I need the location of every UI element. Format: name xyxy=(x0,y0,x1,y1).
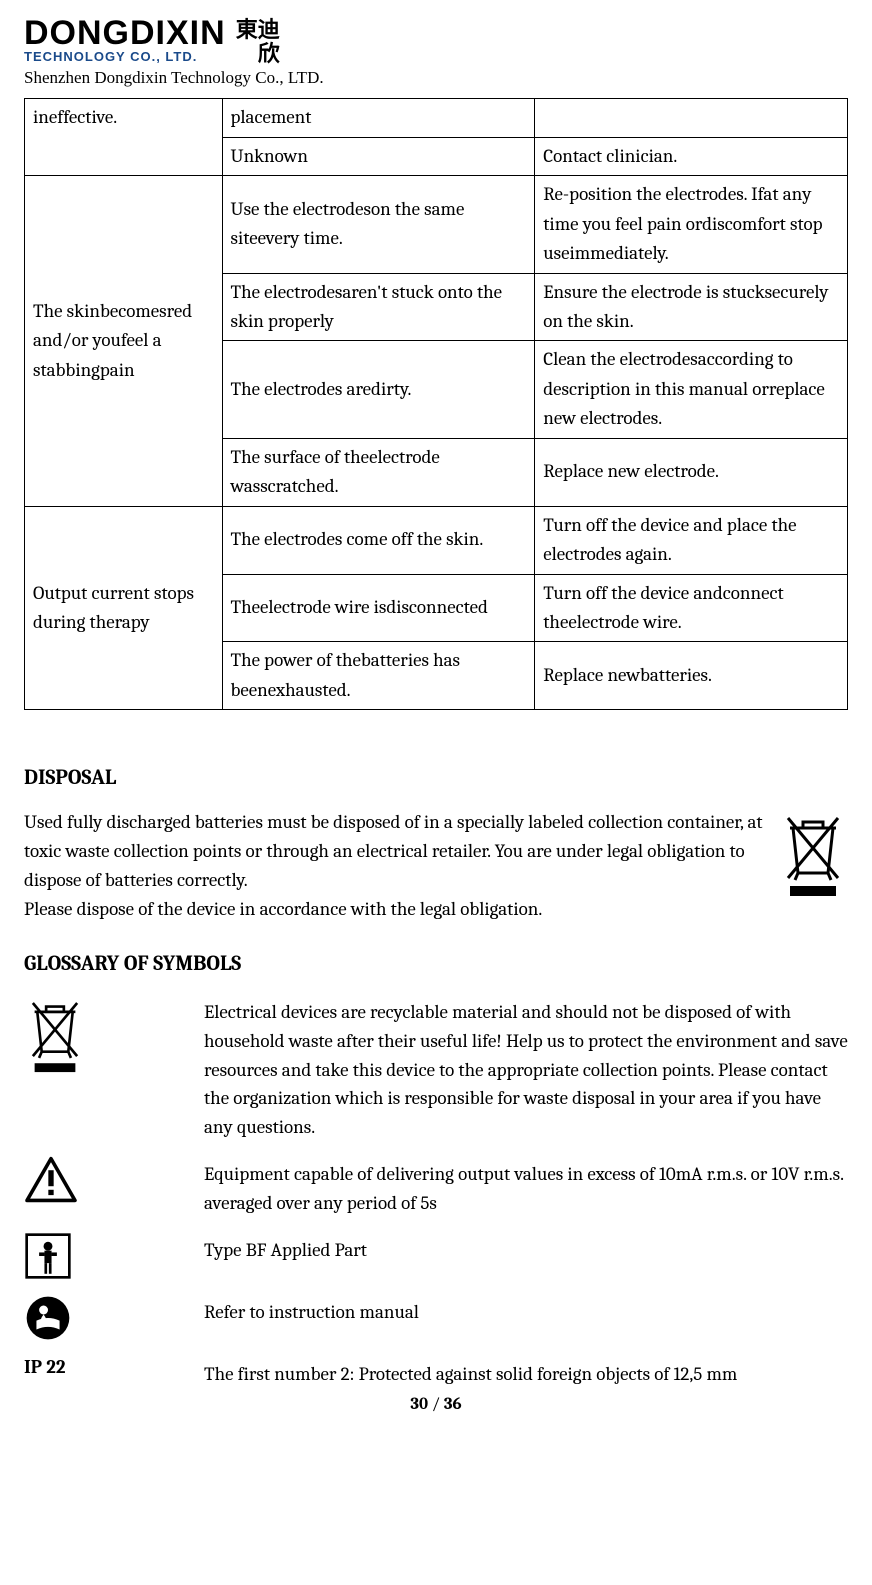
page-current: 30 xyxy=(410,1395,428,1414)
table-cell: The skinbecomesred and/or youfeel a stab… xyxy=(25,176,223,506)
glossary-text: Refer to instruction manual xyxy=(204,1294,848,1327)
logo-text: DONGDIXIN TECHNOLOGY CO., LTD. xyxy=(24,18,226,64)
weee-bin-icon xyxy=(24,994,184,1074)
glossary-item: IP 22 The first number 2: Protected agai… xyxy=(24,1356,848,1389)
table-cell: The electrodes aredirty. xyxy=(222,341,535,438)
table-cell: Replace newbatteries. xyxy=(535,642,848,710)
table-cell: Unknown xyxy=(222,137,535,175)
table-cell: Use the electrodeson the same siteevery … xyxy=(222,176,535,273)
logo-cn-chars: 東迪 欣 xyxy=(236,18,280,66)
glossary-text: Electrical devices are recyclable materi… xyxy=(204,994,848,1142)
company-name: Shenzhen Dongdixin Technology Co., LTD. xyxy=(24,68,848,88)
weee-bin-icon xyxy=(778,808,848,898)
refer-manual-icon xyxy=(24,1294,184,1342)
logo-main: DONGDIXIN xyxy=(24,18,226,49)
table-cell: Theelectrode wire isdisconnected xyxy=(222,574,535,642)
glossary-text: Type BF Applied Part xyxy=(204,1232,848,1265)
table-cell xyxy=(535,99,848,137)
table-cell: The surface of theelectrode wasscratched… xyxy=(222,438,535,506)
table-cell: Re-position the electrodes. Ifat any tim… xyxy=(535,176,848,273)
table-cell: ineffective. xyxy=(25,99,223,176)
table-row: The skinbecomesred and/or youfeel a stab… xyxy=(25,176,848,273)
page-sep: / xyxy=(428,1395,444,1414)
ip-rating-label: IP 22 xyxy=(24,1356,184,1378)
table-cell: The electrodesaren't stuck onto the skin… xyxy=(222,273,535,341)
page-footer: 30 / 36 xyxy=(24,1395,848,1422)
logo-sub: TECHNOLOGY CO., LTD. xyxy=(24,49,226,64)
glossary-item: Equipment capable of delivering output v… xyxy=(24,1156,848,1218)
disposal-block: Used fully discharged batteries must be … xyxy=(24,808,848,924)
logo-block: DONGDIXIN TECHNOLOGY CO., LTD. 東迪 欣 xyxy=(24,18,848,66)
table-cell: Output current stops during therapy xyxy=(25,506,223,710)
table-cell: The electrodes come off the skin. xyxy=(222,506,535,574)
glossary-item: Refer to instruction manual xyxy=(24,1294,848,1342)
warning-triangle-icon xyxy=(24,1156,184,1204)
disposal-heading: DISPOSAL xyxy=(24,766,848,790)
table-cell: placement xyxy=(222,99,535,137)
table-body: ineffective. placement Unknown Contact c… xyxy=(25,99,848,710)
glossary-text: Equipment capable of delivering output v… xyxy=(204,1156,848,1218)
table-cell: Turn off the device andconnect theelectr… xyxy=(535,574,848,642)
glossary-list: Electrical devices are recyclable materi… xyxy=(24,994,848,1389)
disposal-text: Used fully discharged batteries must be … xyxy=(24,808,766,924)
glossary-item: Type BF Applied Part xyxy=(24,1232,848,1280)
table-cell: Replace new electrode. xyxy=(535,438,848,506)
page-total: 36 xyxy=(444,1395,462,1414)
table-cell: Turn off the device and place the electr… xyxy=(535,506,848,574)
troubleshoot-table: ineffective. placement Unknown Contact c… xyxy=(24,98,848,710)
table-row: Output current stops during therapy The … xyxy=(25,506,848,574)
glossary-item: Electrical devices are recyclable materi… xyxy=(24,994,848,1142)
table-cell: Ensure the electrode is stucksecurely on… xyxy=(535,273,848,341)
document-header: DONGDIXIN TECHNOLOGY CO., LTD. 東迪 欣 Shen… xyxy=(24,18,848,88)
table-cell: The power of thebatteries has beenexhaus… xyxy=(222,642,535,710)
table-cell: Clean the electrodesaccording to descrip… xyxy=(535,341,848,438)
glossary-heading: GLOSSARY OF SYMBOLS xyxy=(24,952,848,976)
type-bf-icon xyxy=(24,1232,184,1280)
table-row: ineffective. placement xyxy=(25,99,848,137)
table-cell: Contact clinician. xyxy=(535,137,848,175)
glossary-text: The first number 2: Protected against so… xyxy=(204,1356,848,1389)
